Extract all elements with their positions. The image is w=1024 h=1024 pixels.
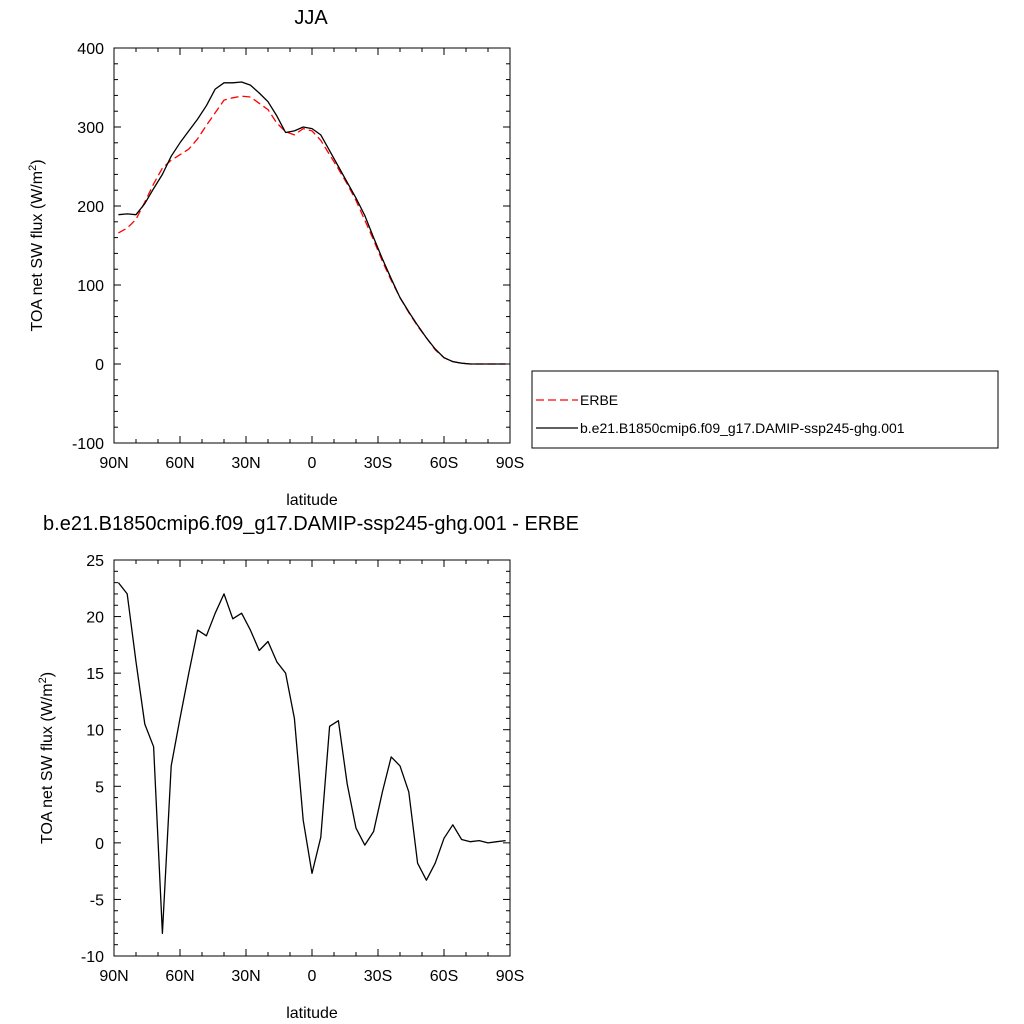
- y-axis-label: TOA net SW flux (W/m2): [37, 672, 56, 844]
- plot-frame: [113, 47, 511, 444]
- y-tick-label: 0: [95, 836, 104, 853]
- plot-frame: [113, 559, 511, 957]
- y-tick-label: -100: [72, 436, 104, 453]
- y-tick-label: 15: [86, 666, 104, 683]
- x-tick-label: 90S: [496, 455, 524, 472]
- y-axis-label-text: TOA net SW flux (W/m: [39, 683, 56, 844]
- y-axis-label-text: TOA net SW flux (W/m: [29, 171, 46, 332]
- y-axis-label-superscript: 2: [37, 677, 49, 683]
- x-tick-label: 60S: [430, 455, 458, 472]
- x-tick-label: 0: [308, 455, 317, 472]
- x-tick-label: 30N: [231, 455, 260, 472]
- y-tick-label: 0: [95, 357, 104, 374]
- y-tick-label: -10: [81, 949, 104, 966]
- y-tick-label: 20: [86, 610, 104, 627]
- x-tick-label: 90N: [99, 968, 128, 985]
- x-tick-label: 30N: [231, 968, 260, 985]
- y-tick-label: 100: [77, 278, 104, 295]
- y-axis-label-close: ): [29, 159, 46, 164]
- x-tick-label: 30S: [364, 455, 392, 472]
- chart-title: JJA: [294, 7, 328, 29]
- series-line-model: [118, 81, 506, 365]
- x-tick-label: 90N: [99, 455, 128, 472]
- legend: ERBE b.e21.B1850cmip6.f09_g17.DAMIP-ssp24…: [531, 370, 999, 449]
- y-axis-label-superscript: 2: [27, 165, 39, 171]
- chart-jja: JJA 90N 60N 30N 0 30S 60S 90S 400 300 200 100 0 -100 l…: [27, 7, 524, 509]
- y-axis-label-close: ): [39, 672, 56, 677]
- x-axis-label: latitude: [286, 492, 338, 509]
- x-tick-label: 60N: [165, 455, 194, 472]
- y-tick-label: 25: [86, 553, 104, 570]
- x-tick-label: 30S: [364, 968, 392, 985]
- legend-entry: ERBE: [580, 392, 618, 408]
- y-tick-label: 10: [86, 723, 104, 740]
- series-line-difference: [117, 582, 506, 935]
- x-tick-label: 60N: [165, 968, 194, 985]
- legend-entry: b.e21.B1850cmip6.f09_g17.DAMIP-ssp245-gh…: [580, 420, 905, 436]
- y-tick-label: 200: [77, 199, 104, 216]
- chart-difference: b.e21.B1850cmip6.f09_g17.DAMIP-ssp245-gh…: [37, 513, 579, 1022]
- y-tick-label: 5: [95, 779, 104, 796]
- legend-box: [531, 370, 999, 449]
- x-tick-label: 60S: [430, 968, 458, 985]
- chart-title: b.e21.B1850cmip6.f09_g17.DAMIP-ssp245-gh…: [43, 513, 579, 535]
- x-tick-label: 0: [308, 968, 317, 985]
- x-tick-label: 90S: [496, 968, 524, 985]
- y-tick-label: 300: [77, 120, 104, 137]
- series-line-erbe: [118, 95, 506, 365]
- y-axis-label: TOA net SW flux (W/m2): [27, 159, 46, 331]
- y-tick-label: 400: [77, 41, 104, 58]
- x-axis-label: latitude: [286, 1005, 338, 1022]
- y-tick-label: -5: [90, 892, 104, 909]
